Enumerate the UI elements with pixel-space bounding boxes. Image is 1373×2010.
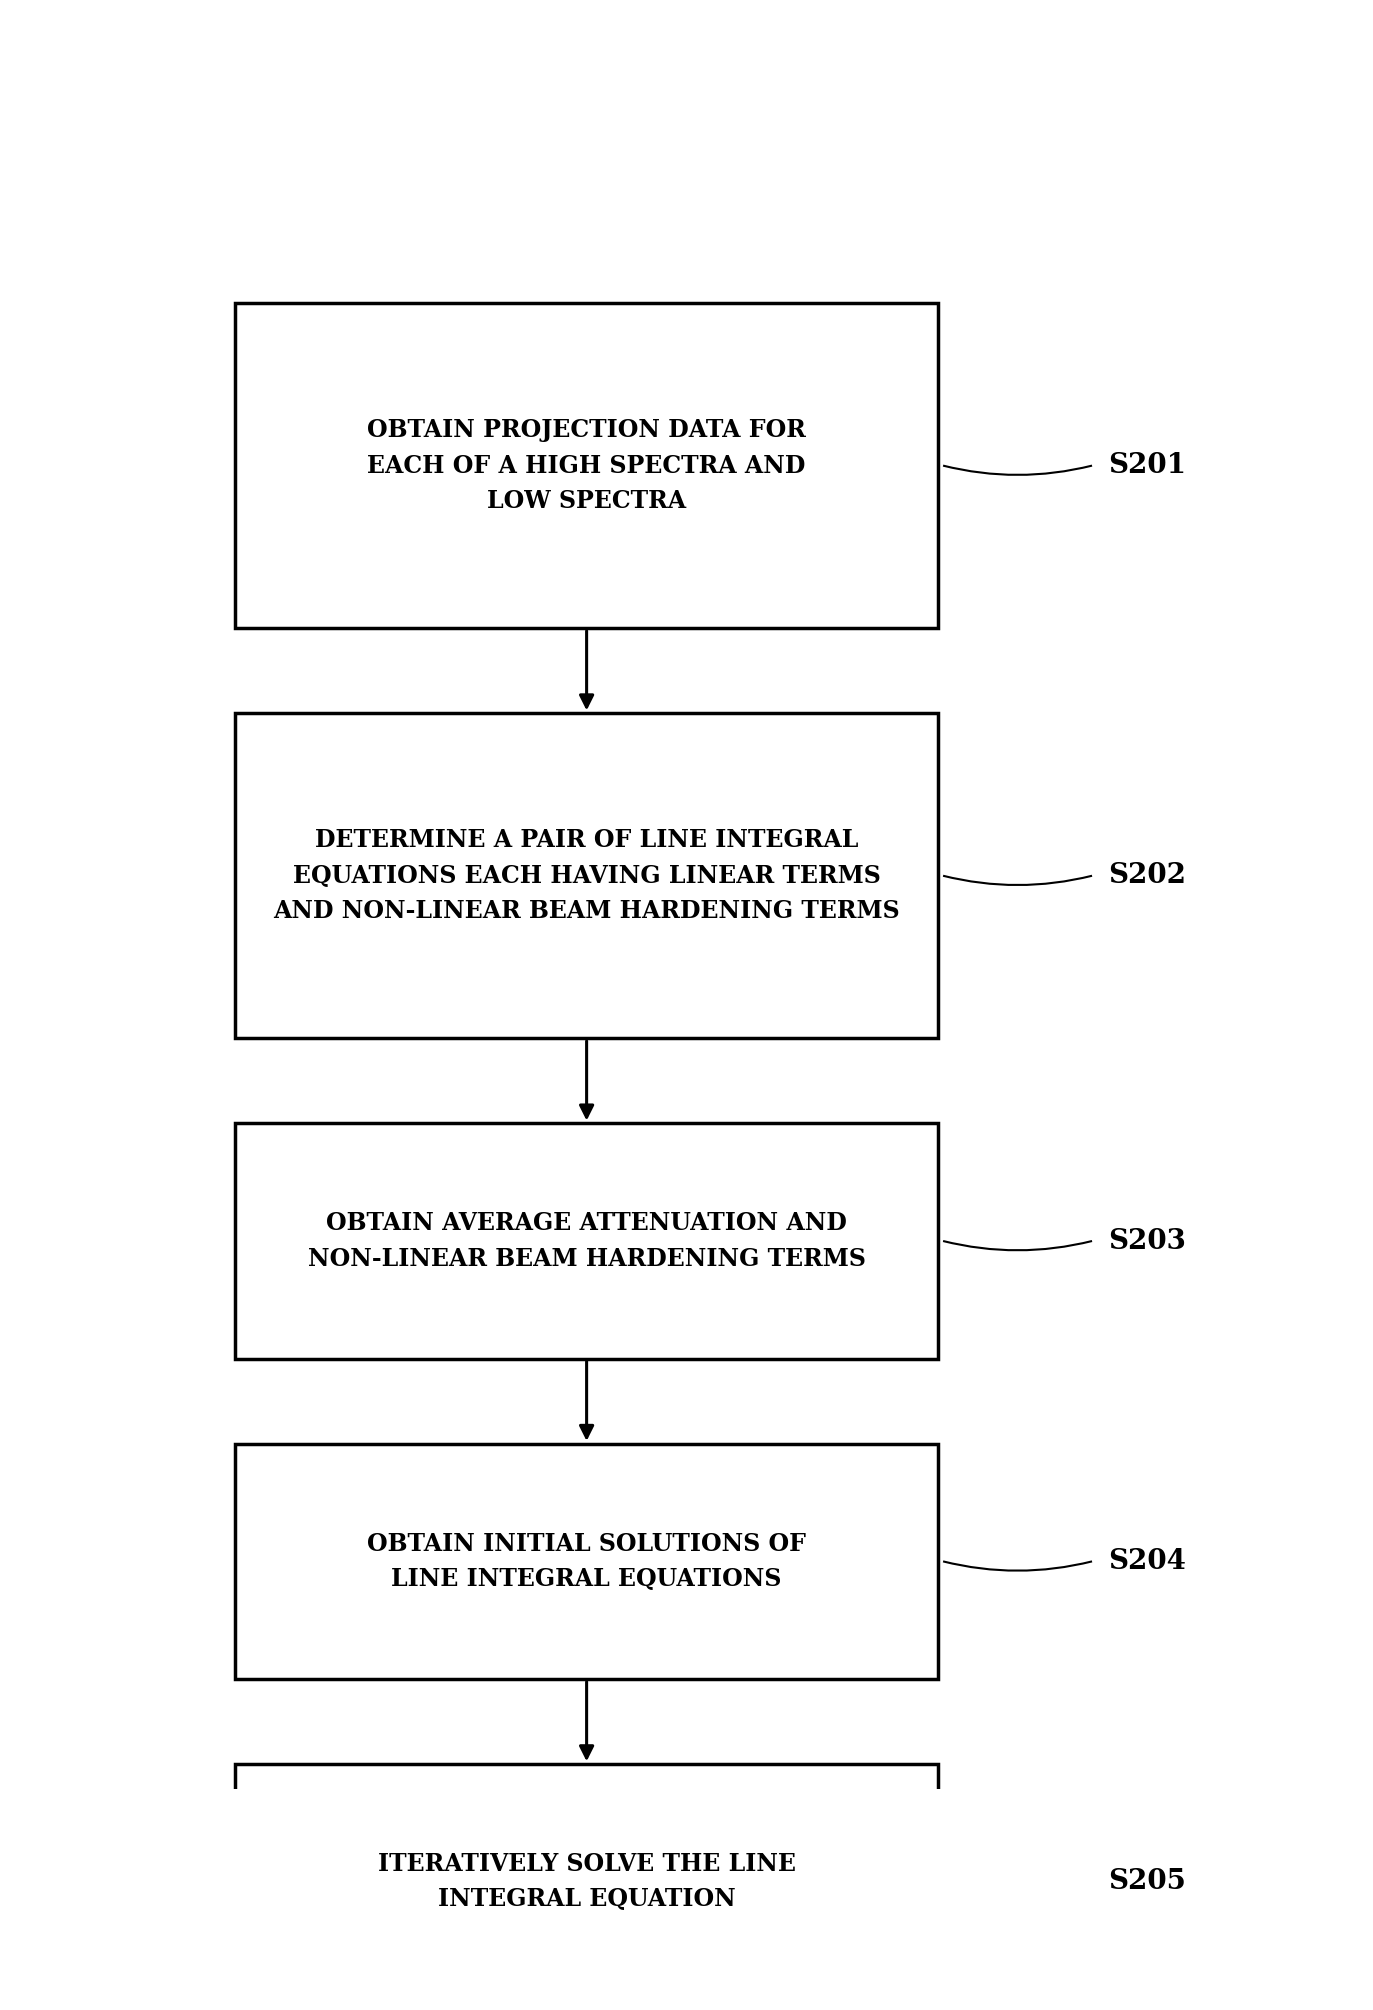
FancyBboxPatch shape [236,304,938,627]
Text: OBTAIN PROJECTION DATA FOR
EACH OF A HIGH SPECTRA AND
LOW SPECTRA: OBTAIN PROJECTION DATA FOR EACH OF A HIG… [367,418,806,513]
Text: S202: S202 [1108,862,1186,888]
Text: S203: S203 [1108,1228,1186,1254]
FancyBboxPatch shape [236,1443,938,1678]
Text: S204: S204 [1108,1548,1186,1576]
FancyBboxPatch shape [236,1124,938,1359]
Text: S201: S201 [1108,452,1186,478]
Text: OBTAIN AVERAGE ATTENUATION AND
NON-LINEAR BEAM HARDENING TERMS: OBTAIN AVERAGE ATTENUATION AND NON-LINEA… [308,1212,865,1270]
FancyBboxPatch shape [236,714,938,1039]
FancyBboxPatch shape [236,1765,938,2000]
Text: ITERATIVELY SOLVE THE LINE
INTEGRAL EQUATION: ITERATIVELY SOLVE THE LINE INTEGRAL EQUA… [378,1851,795,1912]
Text: OBTAIN INITIAL SOLUTIONS OF
LINE INTEGRAL EQUATIONS: OBTAIN INITIAL SOLUTIONS OF LINE INTEGRA… [367,1532,806,1592]
Text: S205: S205 [1108,1867,1186,1895]
Text: DETERMINE A PAIR OF LINE INTEGRAL
EQUATIONS EACH HAVING LINEAR TERMS
AND NON-LIN: DETERMINE A PAIR OF LINE INTEGRAL EQUATI… [273,828,899,923]
